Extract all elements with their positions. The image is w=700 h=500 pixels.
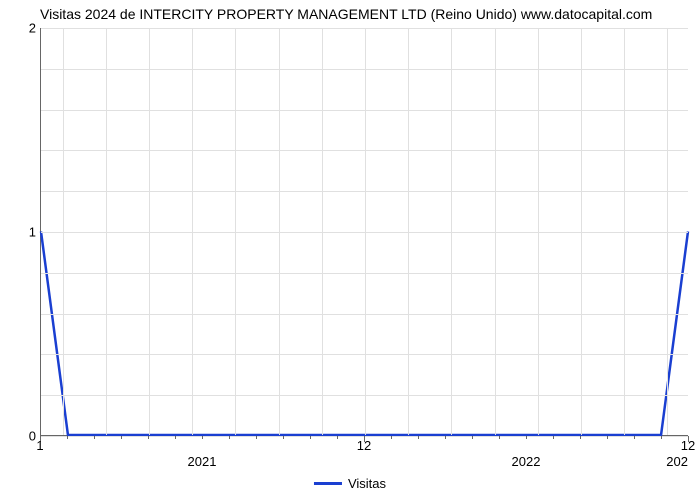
x-tick-minor <box>553 436 554 439</box>
x-tick-minor <box>526 436 527 439</box>
x-tick-label: 12 <box>681 438 695 453</box>
x-tick-minor <box>283 436 284 439</box>
x-tick-label: 12 <box>357 438 371 453</box>
x-tick-minor <box>391 436 392 439</box>
x-tick-minor <box>256 436 257 439</box>
x-tick-minor <box>229 436 230 439</box>
gridline-v <box>235 28 236 435</box>
chart-container: Visitas 2024 de INTERCITY PROPERTY MANAG… <box>0 0 700 500</box>
legend: Visitas <box>314 476 386 491</box>
x-tick-minor <box>202 436 203 439</box>
y-tick-label: 0 <box>6 429 36 444</box>
x-tick-minor <box>580 436 581 439</box>
chart-title: Visitas 2024 de INTERCITY PROPERTY MANAG… <box>40 6 652 22</box>
gridline-v <box>538 28 539 435</box>
x-tick-minor <box>94 436 95 439</box>
gridline-v <box>365 28 366 435</box>
x-tick-minor <box>175 436 176 439</box>
gridline-v <box>192 28 193 435</box>
x-tick-minor <box>445 436 446 439</box>
gridline-v <box>495 28 496 435</box>
x-year-label: 2021 <box>188 454 217 469</box>
y-tick-label: 1 <box>6 225 36 240</box>
gridline-v <box>581 28 582 435</box>
gridline-v <box>451 28 452 435</box>
x-tick-minor <box>499 436 500 439</box>
plot-area <box>40 28 688 436</box>
legend-swatch <box>314 482 342 485</box>
x-tick-minor <box>148 436 149 439</box>
x-tick-minor <box>67 436 68 439</box>
x-tick-label: 1 <box>36 438 43 453</box>
x-tick-minor <box>634 436 635 439</box>
gridline-v <box>149 28 150 435</box>
x-tick-minor <box>607 436 608 439</box>
gridline-v <box>63 28 64 435</box>
legend-label: Visitas <box>348 476 386 491</box>
gridline-v <box>279 28 280 435</box>
x-year-label: 2022 <box>512 454 541 469</box>
gridline-v <box>322 28 323 435</box>
gridline-v <box>624 28 625 435</box>
x-year-label: 202 <box>666 454 688 469</box>
gridline-v <box>667 28 668 435</box>
x-tick-minor <box>121 436 122 439</box>
y-tick-label: 2 <box>6 21 36 36</box>
x-tick-minor <box>661 436 662 439</box>
gridline-v <box>408 28 409 435</box>
x-tick-minor <box>337 436 338 439</box>
x-tick-minor <box>472 436 473 439</box>
x-tick-minor <box>310 436 311 439</box>
gridline-v <box>106 28 107 435</box>
x-tick-minor <box>418 436 419 439</box>
